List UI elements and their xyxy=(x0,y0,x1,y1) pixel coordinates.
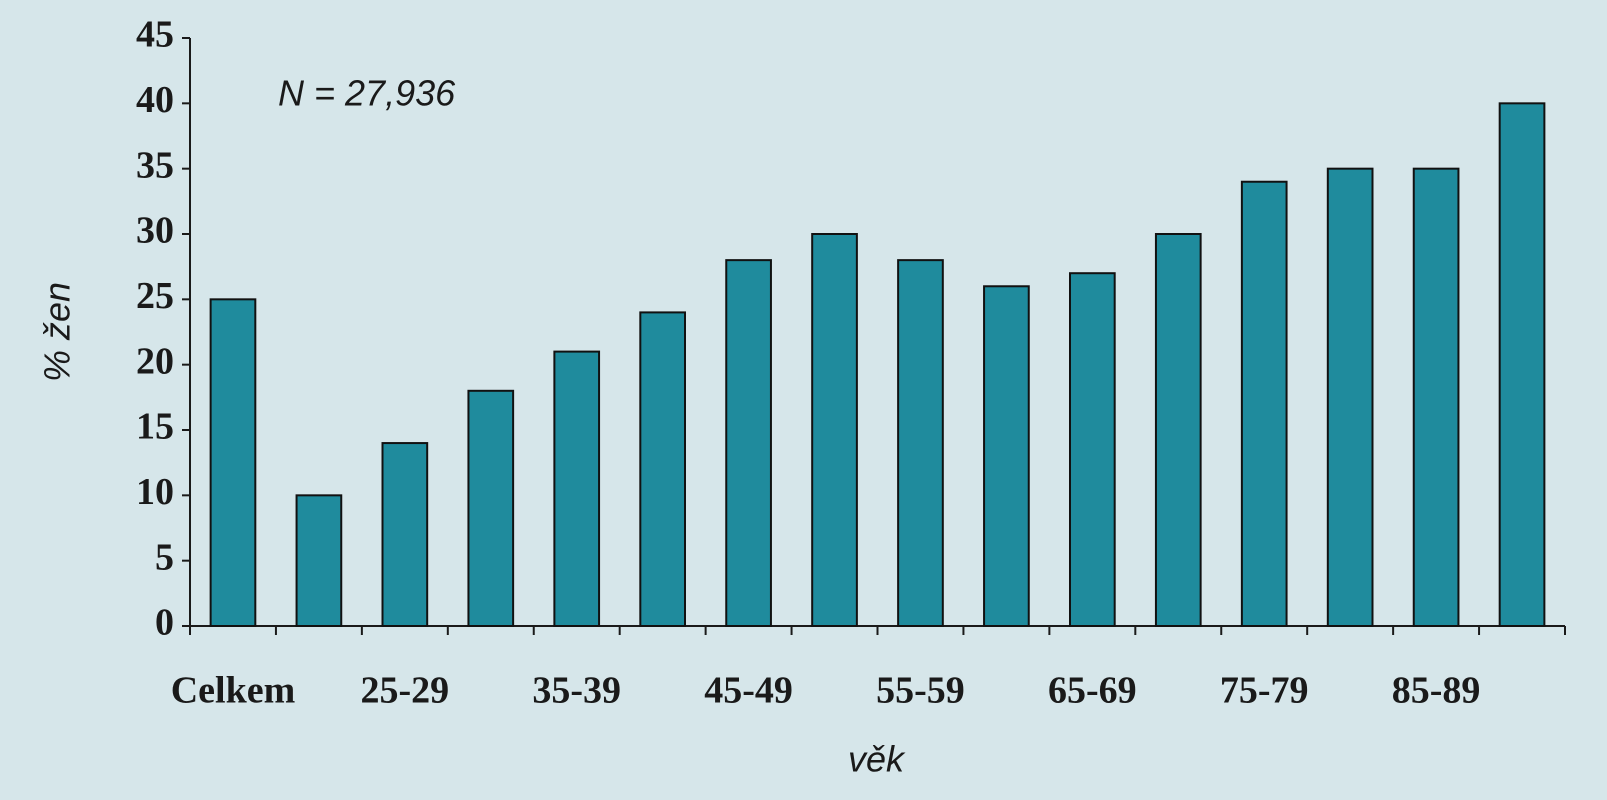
x-tick-label: 65-69 xyxy=(1048,670,1137,712)
y-axis-label: % žen xyxy=(37,282,78,382)
bar xyxy=(811,233,858,627)
bar xyxy=(1154,233,1202,627)
bar xyxy=(1412,167,1460,628)
y-tick-label: 0 xyxy=(155,602,174,644)
annotation: N = 27,936 xyxy=(278,73,456,114)
y-tick-label: 10 xyxy=(136,471,174,513)
y-tick-label: 30 xyxy=(136,210,174,252)
y-tick-label: 40 xyxy=(136,79,174,121)
y-tick-label: 45 xyxy=(136,14,174,56)
bar xyxy=(295,494,343,628)
y-tick-label: 35 xyxy=(136,144,174,186)
x-axis-label: věk xyxy=(848,739,906,780)
bar xyxy=(1326,167,1374,628)
x-tick-label: 75-79 xyxy=(1220,670,1309,712)
bar xyxy=(1498,102,1546,628)
x-tick-label: 55-59 xyxy=(876,670,965,712)
x-tick-label: 35-39 xyxy=(532,670,621,712)
x-tick-label: 25-29 xyxy=(361,670,450,712)
bar xyxy=(897,259,944,627)
bar xyxy=(467,389,515,627)
bar xyxy=(1240,180,1288,627)
bar xyxy=(1069,272,1116,627)
y-tick-label: 15 xyxy=(136,406,174,448)
bar xyxy=(983,285,1030,627)
y-tick-label: 25 xyxy=(136,275,174,317)
x-tick-label: 85-89 xyxy=(1392,670,1481,712)
bar xyxy=(639,311,686,627)
bar xyxy=(209,298,257,627)
bar xyxy=(553,350,601,627)
x-tick-label: Celkem xyxy=(171,670,296,712)
y-tick-label: 5 xyxy=(155,536,174,578)
bar xyxy=(725,259,772,627)
bar xyxy=(381,442,429,628)
y-tick-label: 20 xyxy=(136,340,174,382)
x-tick-label: 45-49 xyxy=(704,670,793,712)
